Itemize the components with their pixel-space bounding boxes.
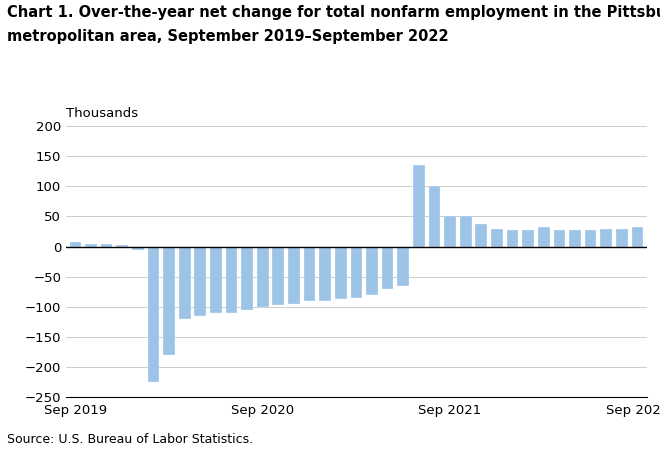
Text: Chart 1. Over-the-year net change for total nonfarm employment in the Pittsburgh: Chart 1. Over-the-year net change for to… xyxy=(7,5,660,19)
Bar xyxy=(522,230,534,247)
Bar xyxy=(163,247,175,355)
Bar xyxy=(616,229,628,247)
Bar xyxy=(460,216,471,247)
Bar xyxy=(288,247,300,304)
Bar xyxy=(210,247,222,313)
Bar xyxy=(335,247,346,299)
Bar xyxy=(554,230,565,247)
Bar xyxy=(319,247,331,301)
Bar xyxy=(428,186,440,247)
Bar xyxy=(273,247,284,305)
Bar xyxy=(381,247,393,289)
Bar xyxy=(491,229,503,247)
Bar xyxy=(226,247,238,313)
Bar xyxy=(569,230,581,247)
Bar xyxy=(179,247,191,319)
Bar xyxy=(413,166,424,247)
Text: metropolitan area, September 2019–September 2022: metropolitan area, September 2019–Septem… xyxy=(7,29,448,44)
Bar xyxy=(350,247,362,298)
Bar xyxy=(397,247,409,285)
Bar xyxy=(475,224,487,247)
Bar xyxy=(304,247,315,301)
Bar xyxy=(632,227,644,247)
Bar xyxy=(585,230,597,247)
Bar xyxy=(242,247,253,310)
Bar xyxy=(101,244,112,247)
Bar xyxy=(69,242,81,247)
Bar xyxy=(85,244,97,247)
Bar xyxy=(366,247,378,295)
Text: Thousands: Thousands xyxy=(66,106,138,120)
Bar xyxy=(257,247,269,307)
Bar xyxy=(148,247,159,382)
Bar xyxy=(132,247,144,249)
Text: Source: U.S. Bureau of Labor Statistics.: Source: U.S. Bureau of Labor Statistics. xyxy=(7,433,253,446)
Bar xyxy=(195,247,206,316)
Bar xyxy=(116,245,128,247)
Bar xyxy=(444,216,456,247)
Bar xyxy=(507,230,518,247)
Bar xyxy=(538,227,550,247)
Bar xyxy=(601,229,612,247)
